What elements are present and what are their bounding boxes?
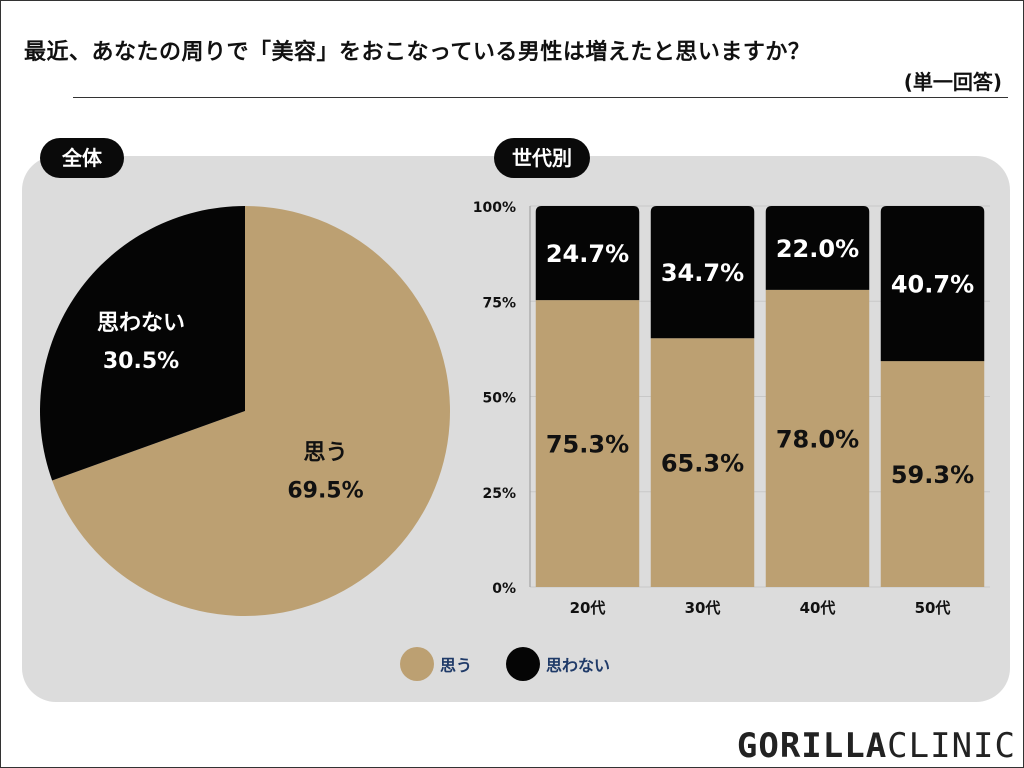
bar-value-label-yes: 78.0% bbox=[776, 425, 859, 453]
bar-segment-no bbox=[535, 206, 640, 301]
bar-value-label-no: 34.7% bbox=[661, 259, 744, 287]
y-tick-label: 25% bbox=[482, 486, 516, 502]
answer-type-note: (単一回答) bbox=[903, 70, 1002, 94]
bar-value-label-yes: 65.3% bbox=[661, 450, 744, 478]
bar-value-label-no: 22.0% bbox=[776, 235, 859, 263]
pie-label-no: 思わない bbox=[97, 311, 185, 336]
brand-logo: GORILLA CLINIC bbox=[737, 726, 1016, 766]
title-divider bbox=[73, 97, 1008, 98]
x-category-label: 40代 bbox=[800, 599, 836, 617]
bar-segment-yes bbox=[765, 289, 870, 587]
y-tick-label: 0% bbox=[492, 581, 516, 597]
legend: 思う 思わない bbox=[400, 646, 644, 682]
x-category-label: 30代 bbox=[685, 599, 721, 617]
legend-swatch-yes bbox=[400, 647, 434, 681]
bar-segment-no bbox=[650, 206, 755, 339]
logo-bold-text: GORILLA bbox=[736, 726, 888, 766]
y-tick-label: 50% bbox=[482, 391, 516, 407]
bar-segment-no bbox=[765, 206, 870, 290]
logo-light-text: CLINIC bbox=[887, 726, 1016, 766]
legend-label-yes: 思う bbox=[440, 656, 473, 675]
bar-value-label-no: 40.7% bbox=[891, 271, 974, 299]
bar-segment-yes bbox=[880, 361, 985, 587]
pie-slice-no bbox=[39, 206, 245, 481]
pie-value-yes: 69.5% bbox=[287, 479, 363, 504]
legend-item-no: 思わない bbox=[506, 647, 610, 681]
x-category-label: 50代 bbox=[915, 599, 951, 617]
bar-segment-no bbox=[880, 206, 985, 362]
pie-slice-yes bbox=[52, 206, 450, 616]
legend-label-no: 思わない bbox=[546, 656, 611, 675]
pie-label-yes: 思う bbox=[303, 441, 347, 466]
overall-badge: 全体 bbox=[40, 138, 124, 178]
y-tick-label: 75% bbox=[482, 295, 516, 311]
bar-value-label-yes: 59.3% bbox=[891, 461, 974, 489]
bar-value-label-no: 24.7% bbox=[546, 240, 629, 268]
legend-swatch-no bbox=[506, 647, 541, 681]
bar-value-label-yes: 75.3% bbox=[546, 431, 629, 459]
bar-segment-yes bbox=[650, 338, 755, 587]
bar-segment-yes bbox=[535, 300, 640, 587]
generation-badge: 世代別 bbox=[494, 138, 590, 178]
survey-question-title: 最近、あなたの周りで「美容」をおこなっている男性は増えたと思いますか？ bbox=[24, 40, 811, 65]
x-category-label: 20代 bbox=[570, 599, 606, 617]
legend-item-yes: 思う bbox=[400, 647, 472, 681]
y-tick-label: 100% bbox=[473, 200, 516, 216]
pie-value-no: 30.5% bbox=[103, 349, 179, 374]
